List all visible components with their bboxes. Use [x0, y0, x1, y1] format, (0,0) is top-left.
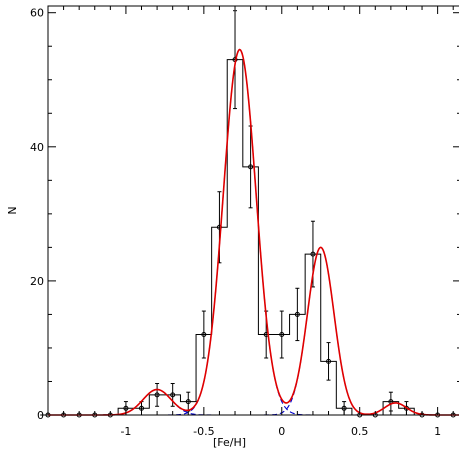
- data-point: [154, 392, 160, 398]
- x-axis-label: [Fe/H]: [213, 436, 246, 449]
- y-tick-label: 20: [30, 275, 44, 288]
- y-tick-label: 60: [30, 7, 44, 20]
- gaussian-component-3: [48, 246, 459, 416]
- data-point: [341, 405, 347, 411]
- x-tick-label: 1: [434, 425, 441, 438]
- x-tick-label: -0.5: [193, 425, 214, 438]
- data-point: [248, 164, 254, 170]
- gaussian-components: [48, 48, 459, 416]
- error-bars: [123, 10, 409, 416]
- x-tick-label: -1: [120, 425, 131, 438]
- histogram: [40, 59, 459, 416]
- y-tick-label: 40: [30, 141, 44, 154]
- y-axis-ticks: 0 20 40 60: [30, 7, 459, 422]
- x-axis-ticks: -1 -0.5 0 0.5 1: [47, 6, 454, 438]
- plot-frame: [47, 5, 459, 416]
- data-points: [45, 57, 456, 418]
- data-point: [139, 405, 145, 411]
- data-point: [170, 392, 176, 398]
- data-point: [326, 358, 332, 364]
- data-point: [279, 332, 285, 338]
- y-tick-label: 0: [37, 409, 44, 422]
- gaussian-component-1: [48, 388, 459, 416]
- y-axis-label: N: [6, 206, 19, 214]
- gaussian-component-2: [48, 48, 459, 416]
- histogram-steps: [40, 59, 459, 416]
- data-point: [185, 399, 191, 405]
- data-point: [201, 332, 207, 338]
- data-point: [310, 251, 316, 257]
- x-tick-label: 0: [278, 425, 285, 438]
- total-fit: [48, 48, 459, 416]
- total-fit-curve: [48, 48, 459, 416]
- x-tick-label: 0.5: [351, 425, 369, 438]
- data-point: [294, 311, 300, 317]
